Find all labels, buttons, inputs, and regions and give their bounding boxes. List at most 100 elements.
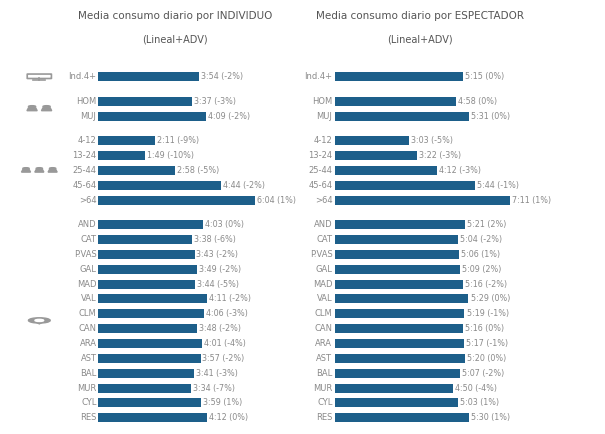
Bar <box>335 196 510 204</box>
Text: 5:29 (0%): 5:29 (0%) <box>471 294 510 303</box>
Text: 3:57 (-2%): 3:57 (-2%) <box>203 354 245 363</box>
Polygon shape <box>35 170 44 172</box>
Text: 5:09 (2%): 5:09 (2%) <box>462 265 502 274</box>
Text: 3:59 (1%): 3:59 (1%) <box>203 398 243 408</box>
Text: 1:49 (-10%): 1:49 (-10%) <box>147 151 194 160</box>
Bar <box>335 220 465 229</box>
Bar <box>99 265 197 274</box>
Bar <box>335 136 409 145</box>
Text: 5:07 (-2%): 5:07 (-2%) <box>462 369 504 378</box>
Polygon shape <box>33 320 46 324</box>
Bar <box>335 181 474 190</box>
Text: 3:48 (-2%): 3:48 (-2%) <box>198 324 241 333</box>
Bar <box>99 72 199 81</box>
Text: 2:58 (-5%): 2:58 (-5%) <box>177 166 219 175</box>
Text: CLM: CLM <box>315 309 332 318</box>
Text: VAL: VAL <box>81 294 96 303</box>
Circle shape <box>36 168 42 169</box>
Text: MUJ: MUJ <box>316 112 332 121</box>
Bar <box>335 151 417 160</box>
Text: 7:11 (1%): 7:11 (1%) <box>512 196 551 205</box>
Text: 5:06 (1%): 5:06 (1%) <box>461 250 500 259</box>
Text: CLM: CLM <box>79 309 96 318</box>
Text: 3:34 (-7%): 3:34 (-7%) <box>192 384 235 393</box>
Text: CAN: CAN <box>79 324 96 333</box>
Text: CAT: CAT <box>316 235 332 244</box>
Text: BAL: BAL <box>80 369 96 378</box>
Bar <box>99 279 195 289</box>
Text: 4:12 (-3%): 4:12 (-3%) <box>439 166 481 175</box>
Bar <box>99 235 192 244</box>
Bar <box>99 112 206 121</box>
Text: 45-64: 45-64 <box>73 181 96 190</box>
Text: 5:04 (-2%): 5:04 (-2%) <box>460 235 503 244</box>
Bar <box>99 384 191 392</box>
Bar <box>99 398 201 408</box>
Text: 4-12: 4-12 <box>313 136 332 145</box>
Bar <box>99 309 204 318</box>
Text: 3:37 (-3%): 3:37 (-3%) <box>194 97 236 106</box>
Text: 2:11 (-9%): 2:11 (-9%) <box>157 136 199 145</box>
Text: 5:30 (1%): 5:30 (1%) <box>471 413 510 422</box>
Bar <box>335 166 437 175</box>
Text: CYL: CYL <box>317 398 332 408</box>
Bar <box>99 413 207 422</box>
Text: 4:01 (-4%): 4:01 (-4%) <box>204 339 246 348</box>
Text: MUJ: MUJ <box>80 112 96 121</box>
Text: ARA: ARA <box>315 339 332 348</box>
Text: RES: RES <box>316 413 332 422</box>
Text: 13-24: 13-24 <box>73 151 96 160</box>
Bar <box>335 398 458 408</box>
Text: VAL: VAL <box>317 294 332 303</box>
Circle shape <box>28 318 50 323</box>
Text: 4:09 (-2%): 4:09 (-2%) <box>208 112 250 121</box>
Bar <box>99 196 255 204</box>
Bar <box>335 250 459 259</box>
Text: Media consumo diario por ESPECTADOR: Media consumo diario por ESPECTADOR <box>316 11 524 21</box>
Text: 4-12: 4-12 <box>77 136 96 145</box>
Text: 5:19 (-1%): 5:19 (-1%) <box>466 309 509 318</box>
Bar <box>335 235 459 244</box>
Bar <box>99 324 197 333</box>
Text: 4:06 (-3%): 4:06 (-3%) <box>206 309 248 318</box>
Bar <box>335 72 463 81</box>
Text: 5:03 (1%): 5:03 (1%) <box>460 398 499 408</box>
Bar <box>99 369 194 378</box>
Text: HOM: HOM <box>312 97 332 106</box>
Text: 25-44: 25-44 <box>73 166 96 175</box>
Circle shape <box>23 168 29 169</box>
Text: 3:03 (-5%): 3:03 (-5%) <box>411 136 453 145</box>
Bar <box>99 136 155 145</box>
Bar <box>99 166 175 175</box>
Bar <box>99 151 145 160</box>
Text: 4:11 (-2%): 4:11 (-2%) <box>209 294 250 303</box>
Bar <box>99 339 202 348</box>
Text: >64: >64 <box>315 196 332 205</box>
Text: 5:15 (0%): 5:15 (0%) <box>465 72 504 81</box>
Text: P.VAS: P.VAS <box>310 250 332 259</box>
Text: BAL: BAL <box>316 369 332 378</box>
Text: Ind.4+: Ind.4+ <box>68 72 96 81</box>
Bar <box>335 339 463 348</box>
Text: (Lineal+ADV): (Lineal+ADV) <box>387 35 453 45</box>
Bar <box>335 324 463 333</box>
Bar <box>335 354 465 363</box>
Text: MUR: MUR <box>313 384 332 393</box>
Bar <box>99 354 201 363</box>
Text: MAD: MAD <box>77 279 96 289</box>
Text: 3:54 (-2%): 3:54 (-2%) <box>201 72 243 81</box>
Text: 3:44 (-5%): 3:44 (-5%) <box>197 279 239 289</box>
Text: Media consumo diario por INDIVIDUO: Media consumo diario por INDIVIDUO <box>78 11 272 21</box>
Circle shape <box>50 168 56 169</box>
Bar <box>99 295 207 303</box>
Circle shape <box>43 105 50 108</box>
Text: 6:04 (1%): 6:04 (1%) <box>257 196 296 205</box>
Text: 3:49 (-2%): 3:49 (-2%) <box>199 265 241 274</box>
Text: 3:38 (-6%): 3:38 (-6%) <box>194 235 236 244</box>
Polygon shape <box>48 170 57 172</box>
Text: 5:16 (0%): 5:16 (0%) <box>465 324 505 333</box>
Text: AND: AND <box>78 220 96 229</box>
Polygon shape <box>22 170 31 172</box>
Text: RES: RES <box>80 413 96 422</box>
Bar <box>99 97 192 106</box>
